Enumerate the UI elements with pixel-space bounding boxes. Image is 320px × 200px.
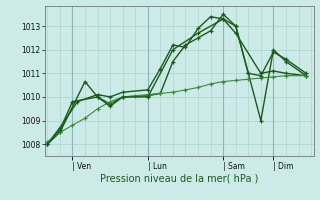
X-axis label: Pression niveau de la mer( hPa ): Pression niveau de la mer( hPa ) bbox=[100, 173, 258, 183]
